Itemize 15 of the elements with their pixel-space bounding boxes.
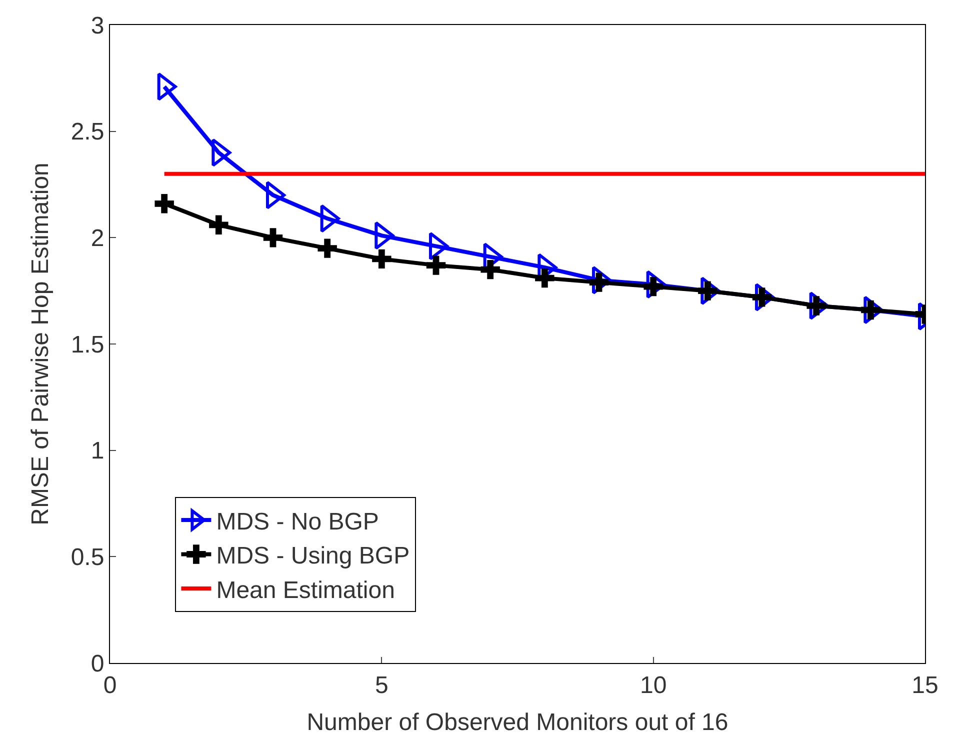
x-axis-title: Number of Observed Monitors out of 16 xyxy=(306,709,728,736)
y-tick-label: 0.5 xyxy=(70,544,104,572)
y-tick-label: 2.5 xyxy=(70,118,104,146)
x-tick-label: 5 xyxy=(374,672,388,699)
y-tick-label: 0 xyxy=(90,650,104,678)
y-tick-label: 2 xyxy=(90,225,104,252)
y-tick-label: 3 xyxy=(90,12,104,40)
x-tick-label: 10 xyxy=(640,672,667,699)
y-axis-title: RMSE of Pairwise Hop Estimation xyxy=(26,162,54,526)
legend-label: Mean Estimation xyxy=(216,576,395,604)
x-tick-label: 15 xyxy=(912,672,938,699)
y-tick-label: 1 xyxy=(90,438,104,465)
legend-label: MDS - No BGP xyxy=(216,508,379,536)
y-tick-label: 1.5 xyxy=(70,331,104,358)
legend-label: MDS - Using BGP xyxy=(216,542,410,570)
